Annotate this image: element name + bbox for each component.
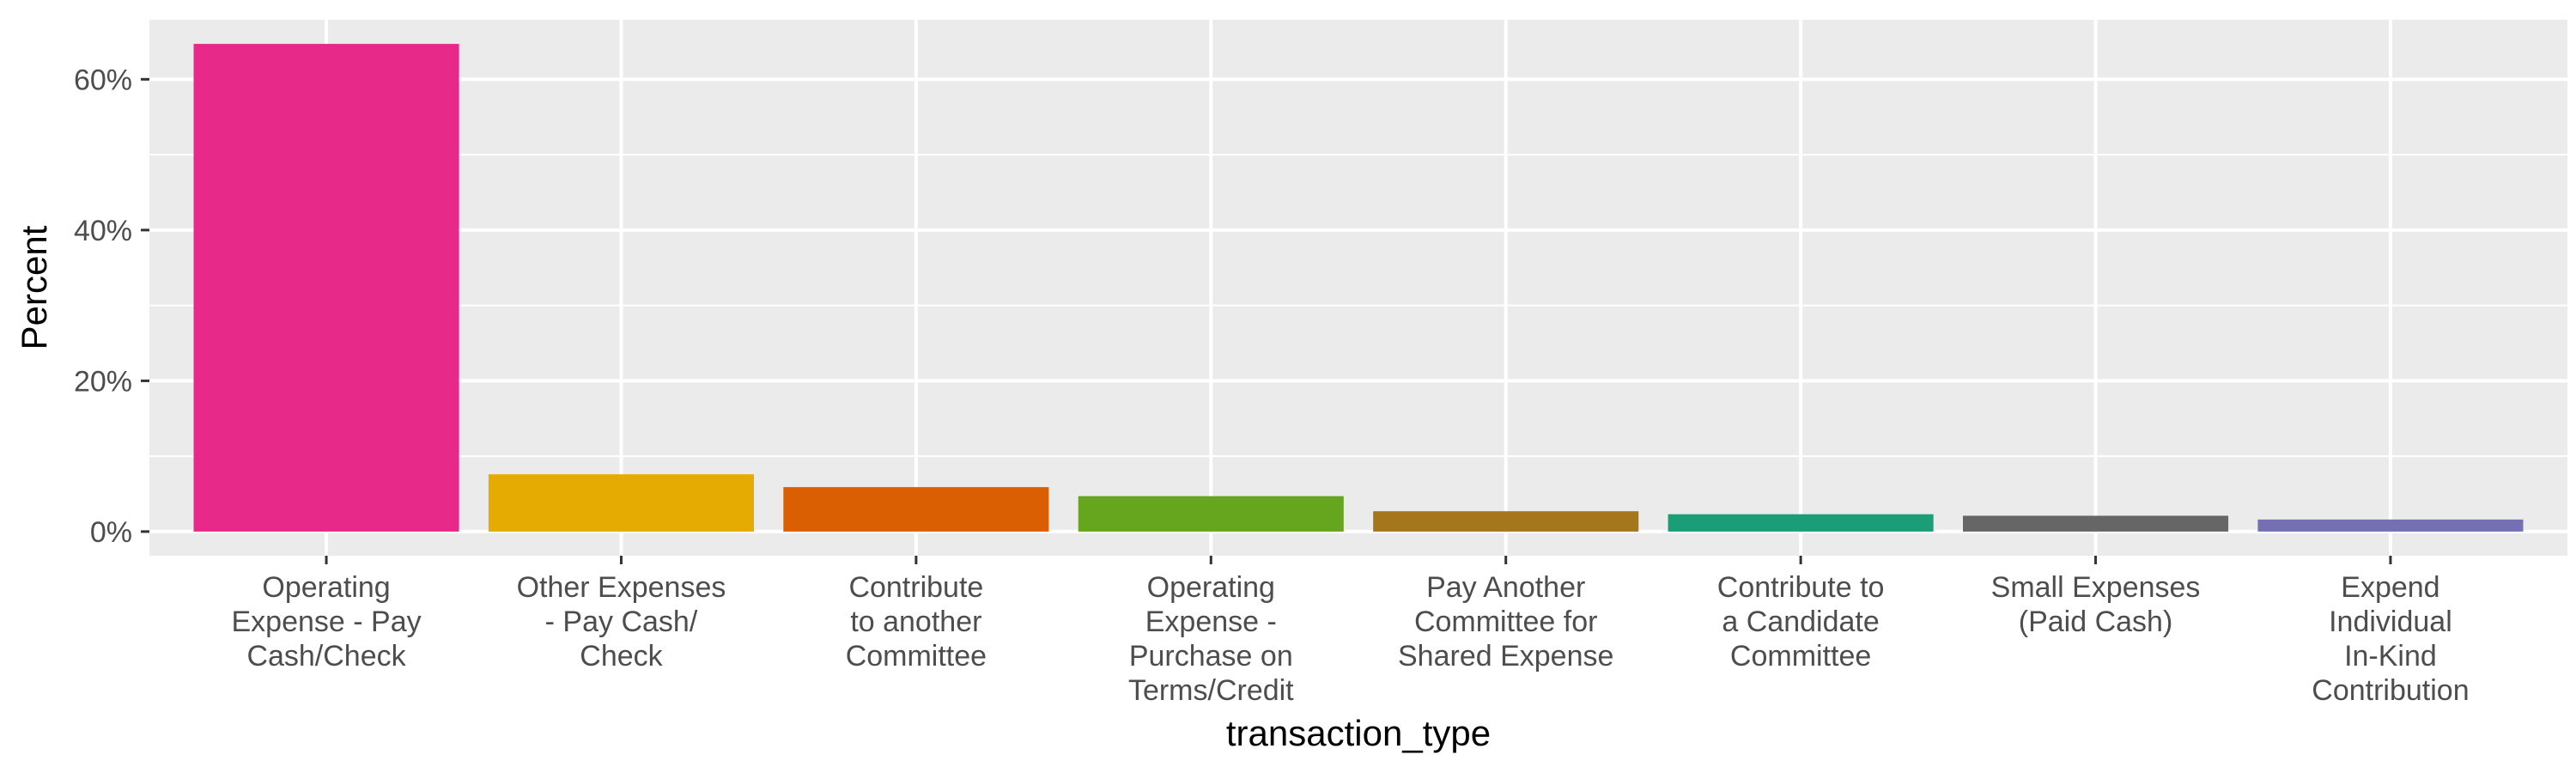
bars	[193, 44, 2524, 532]
bar	[2257, 519, 2524, 532]
x-tick-label-line: Other Expenses	[517, 571, 726, 604]
x-axis-title: transaction_type	[1226, 713, 1491, 753]
bar	[783, 487, 1049, 532]
y-tick-label: 0%	[90, 516, 132, 549]
plot-panel	[149, 20, 2567, 556]
y-axis-title: Percent	[14, 225, 54, 350]
x-tick-label: Contribute to a Candidate Committee	[1717, 571, 1885, 673]
y-tick-label: 20%	[74, 365, 132, 398]
x-tick-label-line: Cash/Check	[246, 640, 406, 673]
x-tick-label-line: Terms/Credit	[1128, 674, 1294, 707]
x-tick-label-line: Individual	[2329, 606, 2452, 638]
x-tick-label-line: Expense - Pay	[231, 606, 421, 638]
x-tick-label-line: Expense -	[1145, 606, 1277, 638]
x-tick-label-line: - Pay Cash/	[545, 606, 698, 638]
x-tick-label-line: Small Expenses	[1991, 571, 2201, 604]
x-tick-label-line: In-Kind	[2344, 640, 2437, 673]
x-tick-label-line: Purchase on	[1129, 640, 1293, 673]
x-tick-label-line: Pay Another	[1426, 571, 1585, 604]
bar	[488, 474, 754, 532]
x-tick-label: Expend Individual In-Kind Contribution	[2312, 571, 2469, 707]
x-tick-label-line: Committee	[846, 640, 987, 673]
x-tick-label: Small Expenses (Paid Cash)	[1991, 571, 2201, 638]
x-tick-label: Operating Expense - Pay Cash/Check	[231, 571, 421, 673]
x-tick-label-line: to another	[850, 606, 981, 638]
bar	[1963, 515, 2229, 532]
x-tick-label-line: Committee for	[1414, 606, 1598, 638]
bar	[193, 44, 459, 532]
x-tick-label-line: (Paid Cash)	[2019, 606, 2173, 638]
x-tick-label: Contribute to another Committee	[846, 571, 987, 673]
bar	[1078, 496, 1344, 532]
bar	[1668, 514, 1934, 532]
x-tick-label-line: a Candidate	[1722, 606, 1879, 638]
x-tick-label-line: Shared Expense	[1398, 640, 1613, 673]
y-axis: 0% 20% 40% 60%	[74, 64, 149, 549]
x-tick-label-line: Contribute to	[1717, 571, 1885, 604]
x-tick-label: Other Expenses - Pay Cash/Check	[517, 571, 726, 673]
bar	[1373, 511, 1639, 532]
x-tick-label: Pay Another Committee for Shared Expense	[1398, 571, 1613, 673]
x-tick-label-line: Committee	[1730, 640, 1871, 673]
x-tick-label-line: Contribution	[2312, 674, 2469, 707]
y-tick-label: 60%	[74, 64, 132, 96]
x-tick-label-line: Check	[580, 640, 663, 673]
x-tick-label: Operating Expense -Purchase on Terms/Credi…	[1128, 571, 1294, 707]
x-tick-label-line: Operating	[262, 571, 390, 604]
y-tick-label: 40%	[74, 215, 132, 247]
x-tick-label-line: Expend	[2341, 571, 2439, 604]
x-tick-label-line: Contribute	[848, 571, 983, 604]
x-tick-label-line: Operating	[1147, 571, 1275, 604]
